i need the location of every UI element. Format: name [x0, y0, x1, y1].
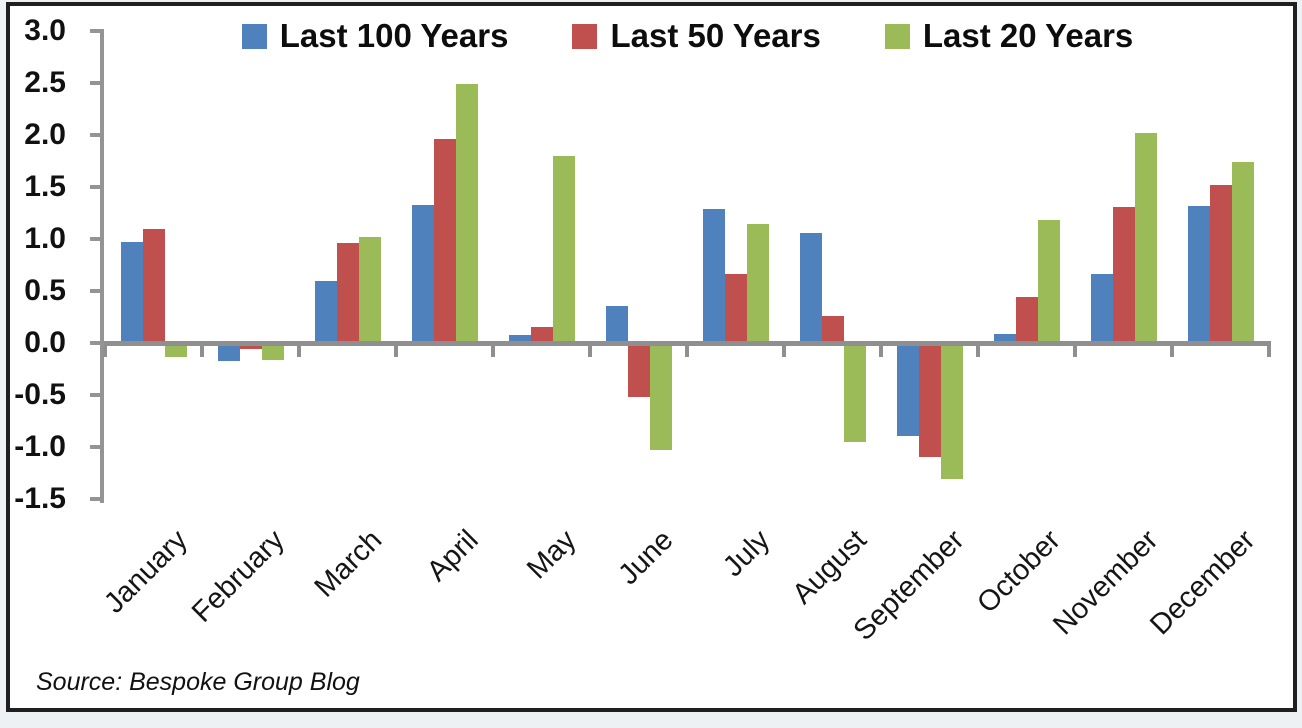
- x-tick-label-march: March: [308, 524, 389, 604]
- y-axis-tick: [90, 133, 104, 137]
- x-axis-tick: [685, 346, 689, 357]
- y-tick-label: -1.5: [14, 482, 66, 515]
- y-axis-tick: [90, 393, 104, 397]
- bar-october-last-50-years: [1015, 297, 1038, 343]
- x-axis-tick: [1267, 346, 1271, 357]
- x-tick-label-august: August: [786, 524, 874, 611]
- bar-august-last-50-years: [821, 315, 844, 343]
- bar-june-last-50-years: [627, 343, 650, 398]
- bar-february-last-20-years: [261, 343, 284, 360]
- x-axis-tick: [297, 346, 301, 357]
- legend-swatch-icon: [241, 23, 267, 49]
- legend-item-last-100-years: Last 100 Years: [241, 17, 509, 55]
- bar-may-last-100-years: [508, 334, 531, 343]
- bar-february-last-100-years: [217, 343, 240, 361]
- bar-march-last-100-years: [314, 280, 337, 343]
- x-axis-tick: [588, 346, 592, 357]
- x-tick-label-february: February: [186, 524, 292, 629]
- y-axis-tick: [90, 81, 104, 85]
- y-axis-tick: [90, 289, 104, 293]
- legend-item-last-20-years: Last 20 Years: [884, 17, 1134, 55]
- bar-september-last-50-years: [918, 343, 941, 458]
- bar-july-last-20-years: [746, 224, 769, 343]
- y-tick-label: 2.5: [24, 66, 66, 99]
- y-axis-tick: [90, 237, 104, 241]
- bar-september-last-100-years: [896, 343, 919, 436]
- y-axis-tick: [90, 341, 104, 345]
- x-axis-tick: [1073, 346, 1077, 357]
- bar-april-last-50-years: [433, 139, 456, 343]
- bar-february-last-50-years: [239, 343, 262, 350]
- bar-march-last-20-years: [358, 236, 381, 343]
- bar-april-last-20-years: [455, 84, 478, 343]
- x-tick-label-november: November: [1046, 524, 1165, 642]
- y-tick-label: -0.5: [14, 378, 66, 411]
- y-axis-tick: [90, 185, 104, 189]
- source-note: Source: Bespoke Group Blog: [36, 668, 360, 696]
- bar-july-last-100-years: [702, 208, 725, 343]
- bar-august-last-20-years: [843, 343, 866, 442]
- x-tick-label-may: May: [520, 524, 583, 586]
- bar-august-last-100-years: [799, 232, 822, 343]
- x-tick-label-april: April: [421, 524, 486, 588]
- bar-september-last-20-years: [940, 343, 963, 480]
- bar-april-last-100-years: [411, 204, 434, 343]
- legend-label: Last 50 Years: [610, 17, 821, 54]
- y-axis-tick: [90, 497, 104, 501]
- x-axis-tick: [103, 346, 107, 357]
- y-tick-label: 1.0: [24, 222, 66, 255]
- bar-december-last-50-years: [1209, 184, 1232, 343]
- x-axis-tick: [782, 346, 786, 357]
- bar-june-last-100-years: [605, 305, 628, 343]
- x-tick-label-july: July: [717, 524, 777, 584]
- bar-july-last-50-years: [724, 274, 747, 343]
- x-axis-tick: [200, 346, 204, 357]
- y-tick-label: 1.5: [24, 170, 66, 203]
- bar-march-last-50-years: [336, 243, 359, 343]
- x-axis-tick: [1170, 346, 1174, 357]
- bar-january-last-100-years: [120, 242, 143, 343]
- bar-january-last-50-years: [142, 228, 165, 343]
- x-tick-label-december: December: [1143, 524, 1262, 642]
- y-tick-label: -1.0: [14, 430, 66, 463]
- legend-label: Last 20 Years: [922, 17, 1134, 54]
- x-axis-tick: [976, 346, 980, 357]
- y-tick-label: 3.0: [24, 14, 66, 47]
- bar-november-last-50-years: [1112, 206, 1135, 343]
- x-tick-label-january: January: [98, 524, 195, 620]
- bar-october-last-100-years: [993, 333, 1016, 343]
- legend-item-last-50-years: Last 50 Years: [572, 17, 821, 55]
- bar-october-last-20-years: [1037, 220, 1060, 343]
- x-tick-label-october: October: [971, 524, 1068, 620]
- y-axis-tick: [90, 29, 104, 33]
- bar-may-last-20-years: [552, 155, 575, 343]
- bar-november-last-20-years: [1134, 132, 1157, 343]
- bar-may-last-50-years: [530, 327, 553, 343]
- legend-swatch-icon: [572, 23, 598, 49]
- bar-june-last-20-years: [649, 343, 672, 451]
- y-tick-label: 2.0: [24, 118, 66, 151]
- x-axis-tick: [879, 346, 883, 357]
- x-axis-tick: [394, 346, 398, 357]
- legend-label: Last 100 Years: [279, 17, 509, 54]
- bar-january-last-20-years: [164, 343, 187, 357]
- bar-december-last-20-years: [1231, 162, 1254, 343]
- x-axis-tick: [491, 346, 495, 357]
- y-axis-line: [100, 31, 104, 503]
- legend-swatch-icon: [884, 23, 910, 49]
- y-tick-label: 0.0: [24, 326, 66, 359]
- y-axis-tick: [90, 445, 104, 449]
- y-tick-label: 0.5: [24, 274, 66, 307]
- bar-november-last-100-years: [1090, 274, 1113, 343]
- x-tick-label-june: June: [612, 524, 680, 592]
- bar-december-last-100-years: [1187, 205, 1210, 343]
- legend: Last 100 Years Last 50 Years Last 20 Years: [104, 14, 1271, 58]
- zero-axis-line: [104, 341, 1271, 346]
